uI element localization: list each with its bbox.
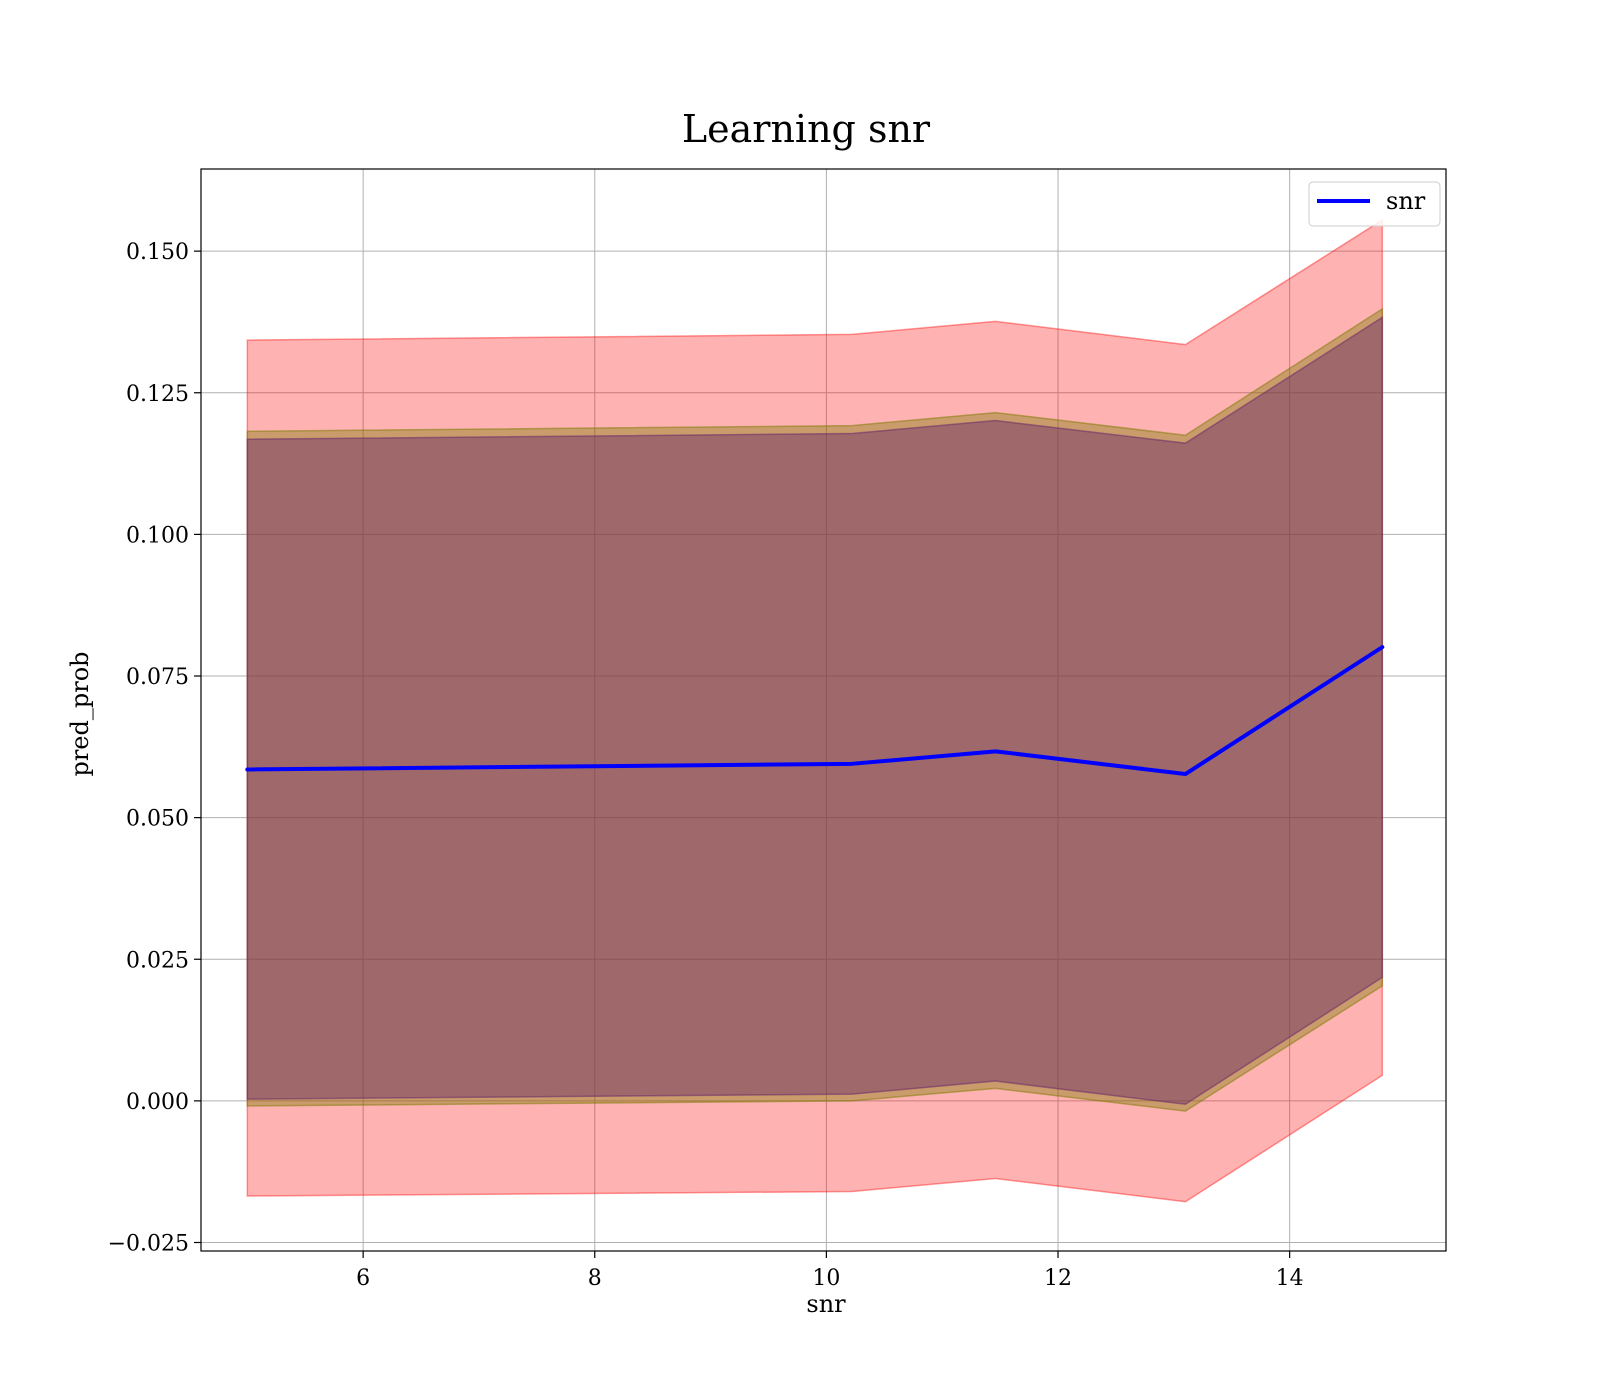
x-axis-label: snr xyxy=(806,1290,846,1318)
y-axis-label: pred_prob xyxy=(66,651,94,776)
x-tick-label: 8 xyxy=(588,1266,602,1291)
y-tick-label: 0.050 xyxy=(126,807,189,832)
grid xyxy=(201,169,1446,1251)
y-axis-ticks: −0.025 0.000 0.025 0.050 0.075 0.100 0.125 0.15… xyxy=(108,240,201,1257)
confidence-band-middle xyxy=(246,307,1384,1112)
confidence-band-inner xyxy=(246,316,1384,1106)
legend-label-snr: snr xyxy=(1386,187,1426,215)
legend: snr xyxy=(1308,181,1441,227)
y-tick-label: −0.025 xyxy=(108,1232,189,1257)
series-lines xyxy=(245,645,1385,777)
y-tick-label: 0.075 xyxy=(126,665,189,690)
y-tick-label: 0.025 xyxy=(126,948,189,973)
x-tick-label: 10 xyxy=(812,1266,840,1291)
confidence-bands xyxy=(246,218,1384,1203)
y-tick-label: 0.150 xyxy=(126,240,189,265)
y-tick-label: 0.100 xyxy=(126,523,189,548)
plot-frame xyxy=(200,168,1447,1252)
x-axis-ticks: 6 8 10 12 14 xyxy=(356,1251,1304,1291)
x-tick-label: 6 xyxy=(356,1266,370,1291)
chart-title: Learning snr xyxy=(682,107,931,151)
y-tick-label: 0.000 xyxy=(126,1090,189,1115)
x-tick-label: 14 xyxy=(1276,1266,1304,1291)
confidence-band-outer xyxy=(246,218,1384,1203)
legend-box xyxy=(1308,181,1441,227)
x-tick-label: 12 xyxy=(1044,1266,1072,1291)
y-tick-label: 0.125 xyxy=(126,382,189,407)
